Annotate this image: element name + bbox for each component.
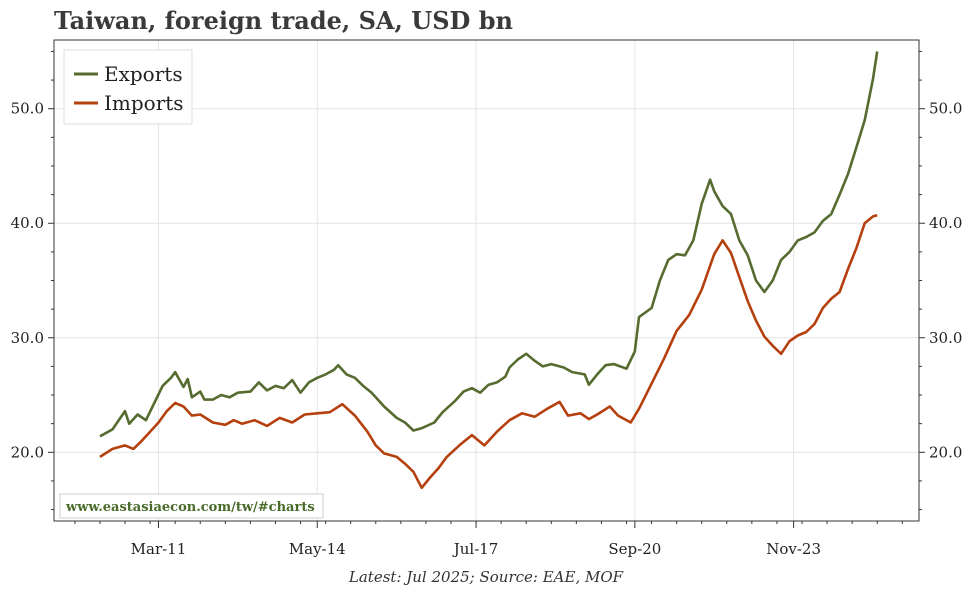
legend-box xyxy=(63,49,193,125)
y-tick-label-left: 20.0 xyxy=(11,443,44,461)
y-tick-label-right: 20.0 xyxy=(929,443,962,461)
chart-title: Taiwan, foreign trade, SA, USD bn xyxy=(54,6,513,35)
x-tick-label: Sep-20 xyxy=(608,540,661,558)
watermark-text: www.eastasiaecon.com/tw/#charts xyxy=(65,500,315,515)
series-lines xyxy=(99,51,879,490)
watermark-box: www.eastasiaecon.com/tw/#charts xyxy=(59,493,324,519)
x-tick-label: May-14 xyxy=(289,540,346,558)
source-footnote: Latest: Jul 2025; Source: EAE, MOF xyxy=(348,568,624,586)
y-tick-label-right: 30.0 xyxy=(929,329,962,347)
series-line-exports xyxy=(99,51,879,438)
y-axis-ticks: 20.0 20.0 30.0 30.0 40.0 40.0 50.0 50.0 xyxy=(11,50,962,511)
x-tick-label: Mar-11 xyxy=(131,540,187,558)
gridlines xyxy=(54,40,919,521)
x-tick-label: Jul-17 xyxy=(452,540,499,558)
legend-label-imports: Imports xyxy=(104,91,184,115)
y-tick-label-left: 30.0 xyxy=(11,329,44,347)
x-axis-ticks: Mar-11 May-14 Jul-17 Sep-20 Nov-23 xyxy=(74,521,903,558)
series-line-imports xyxy=(99,213,878,490)
x-tick-label: Nov-23 xyxy=(766,540,821,558)
legend-label-exports: Exports xyxy=(104,62,183,86)
y-tick-label-left: 50.0 xyxy=(11,100,44,118)
y-tick-label-right: 40.0 xyxy=(929,214,962,232)
legend: Exports Imports xyxy=(63,49,193,125)
y-tick-label-right: 50.0 xyxy=(929,100,962,118)
y-tick-label-left: 40.0 xyxy=(11,214,44,232)
watermark-frame xyxy=(59,493,324,519)
